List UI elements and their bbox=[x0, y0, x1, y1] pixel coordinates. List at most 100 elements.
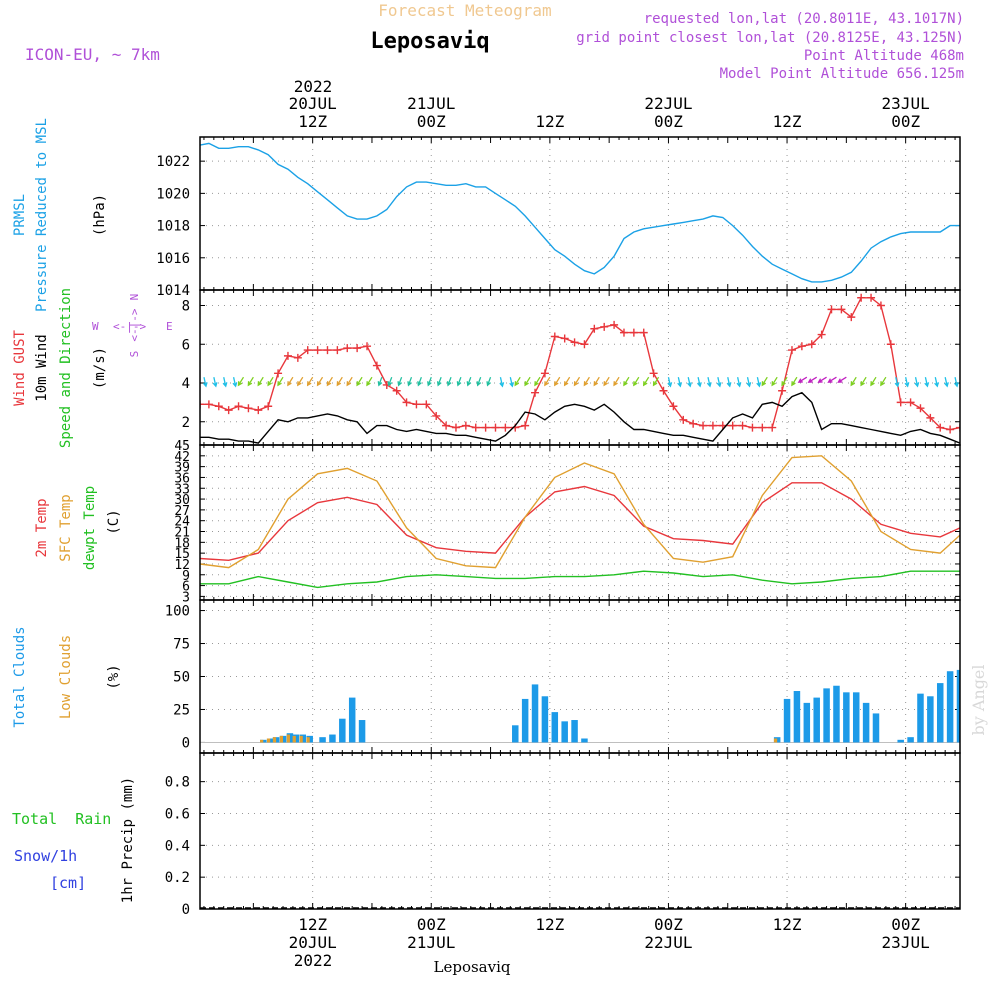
wind-gust-point bbox=[432, 411, 441, 420]
wind-10m-label: 10m Wind bbox=[34, 334, 50, 401]
wind-arrow-icon bbox=[397, 376, 403, 387]
total-clouds-bar bbox=[862, 702, 870, 743]
temperature-plot-area bbox=[200, 455, 960, 589]
wind-gust-point bbox=[610, 320, 619, 329]
wind-arrow-icon bbox=[696, 377, 702, 388]
2m-temp-line bbox=[200, 482, 960, 562]
total-clouds-bar bbox=[512, 725, 519, 743]
compass-w: W bbox=[92, 320, 99, 333]
wind-gust-point bbox=[224, 406, 233, 415]
precipitation-ytick-label: 0.8 bbox=[165, 775, 190, 791]
wind-gust-point bbox=[402, 398, 411, 407]
wind-gust-point bbox=[936, 423, 945, 432]
wind-gust-point bbox=[699, 421, 708, 430]
clouds-ytick-label: 100 bbox=[165, 604, 190, 620]
precipitation-frame bbox=[199, 752, 961, 910]
wind-gust-point bbox=[200, 400, 204, 409]
meteogram-panels: 1014101610181020102224683691215182124273… bbox=[156, 136, 961, 918]
wind-gust-point bbox=[619, 328, 628, 337]
wind-arrow-icon bbox=[642, 376, 650, 387]
compass-n: N bbox=[128, 294, 141, 301]
wind-gust-point bbox=[491, 423, 500, 432]
10m-wind-line bbox=[200, 391, 960, 444]
wind-gust-point bbox=[422, 400, 431, 409]
wind-gust-point bbox=[590, 324, 599, 333]
wind-arrow-icon bbox=[446, 376, 452, 387]
bottom-time-label: 00Z bbox=[417, 915, 446, 934]
wind-gust-point bbox=[313, 346, 322, 355]
pressure-plot-area bbox=[200, 142, 960, 283]
total-clouds-bar bbox=[936, 683, 944, 743]
wind-gust-point bbox=[639, 328, 648, 337]
total-clouds-bar bbox=[521, 698, 529, 743]
wind-arrow-icon bbox=[746, 377, 752, 388]
rain-label: Total Rain bbox=[12, 810, 111, 828]
temperature-ytick-label: 24 bbox=[174, 515, 190, 530]
wind-arrow-icon bbox=[827, 376, 837, 383]
wind-arrow-icon bbox=[212, 377, 218, 388]
wind-dir-label: Speed and Direction bbox=[58, 288, 74, 448]
top-time-label: 00Z bbox=[654, 112, 683, 131]
bottom-date-label: 23JUL bbox=[882, 933, 930, 952]
faded-title: Forecast Meteogram bbox=[378, 1, 551, 20]
total-clouds-bar bbox=[823, 688, 830, 743]
wind-arrow-icon bbox=[603, 376, 610, 387]
model-altitude: Model Point Altitude 656.125m bbox=[720, 66, 964, 82]
wind-arrow-icon bbox=[247, 376, 254, 387]
precipitation-ytick-label: 0.4 bbox=[165, 838, 190, 854]
wind-gust-point bbox=[461, 421, 470, 430]
wind-arrow-icon bbox=[623, 376, 630, 387]
temp-dew-label: dewpt Temp bbox=[82, 486, 98, 570]
wind-arrow-icon bbox=[356, 376, 363, 387]
total-clouds-bar bbox=[872, 713, 880, 743]
wind-arrow-icon bbox=[633, 376, 640, 387]
wind-arrow-icon bbox=[524, 376, 531, 387]
wind-gust-point bbox=[956, 423, 960, 432]
wind-ytick-label: 4 bbox=[182, 376, 190, 392]
wind-gust-point bbox=[392, 386, 401, 395]
precipitation-panel: 0 0.2 0.4 0.6 0.8 bbox=[165, 752, 961, 918]
wind-gust-point bbox=[531, 388, 540, 397]
wind-arrow-icon bbox=[583, 376, 590, 387]
wind-arrow-icon bbox=[316, 376, 324, 387]
total-clouds-bar bbox=[551, 712, 559, 743]
wind-gust-line bbox=[200, 297, 960, 431]
wind-gust-point bbox=[787, 346, 796, 355]
wind-gust-point bbox=[926, 413, 935, 422]
requested-coords: requested lon,lat (20.8011E, 43.1017N) bbox=[644, 11, 964, 27]
pressure-panel: 1014 1016 1018 1020 1022 bbox=[156, 136, 961, 299]
wind-gust-point bbox=[896, 398, 905, 407]
wind-gust-point bbox=[560, 334, 569, 343]
total-clouds-bar bbox=[946, 671, 954, 743]
wind-gust-point bbox=[679, 415, 688, 424]
location-title: Leposaviq bbox=[370, 29, 489, 54]
clouds-plot-area bbox=[200, 669, 960, 743]
wind-panel: 2 4 6 8 bbox=[182, 289, 961, 446]
wind-gust-point bbox=[659, 386, 668, 395]
low-clouds-bar bbox=[272, 737, 277, 743]
low-clouds-bar bbox=[286, 734, 290, 743]
bottom-time-label: 00Z bbox=[654, 915, 683, 934]
wind-gust-point bbox=[570, 338, 579, 347]
pressure-label-msl: Pressure Reduced to MSL bbox=[34, 118, 50, 312]
wind-arrow-icon bbox=[953, 377, 959, 388]
wind-gust-point bbox=[412, 400, 421, 409]
wind-gust-point bbox=[501, 423, 510, 432]
pressure-labels: PRMSL Pressure Reduced to MSL (hPa) bbox=[12, 118, 108, 312]
wind-gust-point bbox=[857, 293, 866, 302]
total-clouds-label: Total Clouds bbox=[12, 626, 28, 727]
temp-2m-label: 2m Temp bbox=[34, 498, 50, 557]
prmsl-line bbox=[200, 142, 960, 283]
wind-gust-point bbox=[372, 361, 381, 370]
total-clouds-bar bbox=[541, 696, 549, 743]
wind-gust-point bbox=[323, 346, 332, 355]
wind-ytick-label: 8 bbox=[182, 299, 190, 315]
temperature-ytick-label: 36 bbox=[174, 471, 190, 486]
wind-plot-area bbox=[200, 293, 960, 444]
wind-arrow-icon bbox=[257, 376, 264, 387]
top-time-label: 12Z bbox=[298, 112, 327, 131]
wind-arrow-icon bbox=[914, 377, 920, 388]
wind-gust-point bbox=[254, 406, 263, 415]
